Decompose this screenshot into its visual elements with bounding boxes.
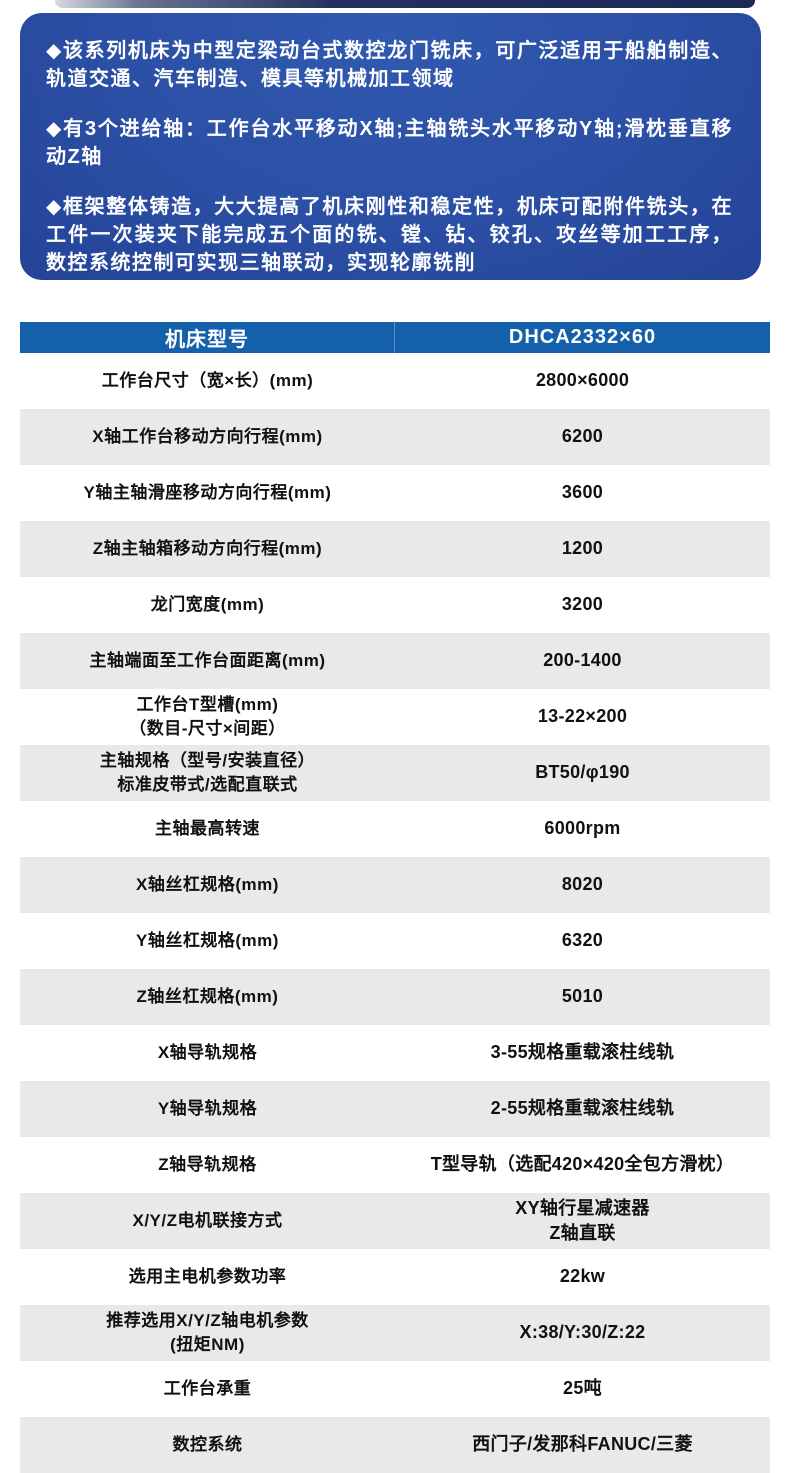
spec-value: 8020 [561, 874, 604, 895]
header-param-label: 机床型号 [20, 322, 395, 353]
spec-row-t-slot: 工作台T型槽(mm) （数目-尺寸×间距） 13-22×200 [20, 689, 770, 745]
spec-value: 25吨 [563, 1378, 602, 1399]
spec-row-spindle-spec: 主轴规格（型号/安装直径） 标准皮带式/选配直联式 BT50/φ190 [20, 745, 770, 801]
spec-value: 22kw [559, 1266, 606, 1287]
spec-row-spindle-distance: 主轴端面至工作台面距离(mm) 200-1400 [20, 633, 770, 689]
spec-value: XY轴行星减速器 Z轴直联 [515, 1197, 650, 1243]
intro-panel: ◆该系列机床为中型定梁动台式数控龙门铣床，可广泛适用于船舶制造、轨道交通、汽车制… [20, 13, 761, 280]
spec-row-y-travel: Y轴主轴滑座移动方向行程(mm) 3600 [20, 465, 770, 521]
spec-row-cnc-system: 数控系统 西门子/发那科FANUC/三菱 [20, 1417, 770, 1473]
spec-value: 13-22×200 [537, 706, 628, 727]
spec-row-x-rail: X轴导轨规格 3-55规格重载滚柱线轨 [20, 1025, 770, 1081]
spec-table-header: 机床型号 DHCA2332×60 [20, 322, 770, 353]
spec-label: 工作台T型槽(mm) （数目-尺寸×间距） [129, 695, 286, 738]
spec-value: 2-55规格重载滚柱线轨 [490, 1098, 675, 1119]
spec-label: 工作台尺寸（宽×长）(mm) [101, 371, 314, 391]
spec-row-x-travel: X轴工作台移动方向行程(mm) 6200 [20, 409, 770, 465]
spec-label: 主轴端面至工作台面距离(mm) [89, 651, 326, 671]
spec-row-table-load: 工作台承重 25吨 [20, 1361, 770, 1417]
spec-label: Z轴主轴箱移动方向行程(mm) [92, 539, 323, 559]
spec-label: 主轴最高转速 [155, 819, 260, 839]
spec-row-y-rail: Y轴导轨规格 2-55规格重载滚柱线轨 [20, 1081, 770, 1137]
spec-label: X轴导轨规格 [157, 1043, 258, 1063]
spec-row-y-screw: Y轴丝杠规格(mm) 6320 [20, 913, 770, 969]
spec-rows: 工作台尺寸（宽×长）(mm) 2800×6000 X轴工作台移动方向行程(mm)… [20, 353, 770, 1473]
intro-paragraph-1: ◆该系列机床为中型定梁动台式数控龙门铣床，可广泛适用于船舶制造、轨道交通、汽车制… [46, 40, 733, 90]
spec-value: 3-55规格重载滚柱线轨 [490, 1042, 675, 1063]
header-model-number: DHCA2332×60 [508, 326, 657, 348]
spec-label: X/Y/Z电机联接方式 [132, 1211, 283, 1231]
spec-value: BT50/φ190 [535, 762, 630, 783]
spec-value: 6200 [561, 426, 604, 447]
spec-row-z-travel: Z轴主轴箱移动方向行程(mm) 1200 [20, 521, 770, 577]
spec-row-axis-motor-torque: 推荐选用X/Y/Z轴电机参数 (扭矩NM) X:38/Y:30/Z:22 [20, 1305, 770, 1361]
spec-label: 龙门宽度(mm) [150, 595, 265, 615]
spec-label: 推荐选用X/Y/Z轴电机参数 (扭矩NM) [106, 1311, 309, 1354]
spec-row-x-screw: X轴丝杠规格(mm) 8020 [20, 857, 770, 913]
spec-value: 2800×6000 [535, 370, 630, 391]
spec-label: 工作台承重 [163, 1379, 252, 1399]
spec-label: Y轴主轴滑座移动方向行程(mm) [83, 483, 332, 503]
intro-paragraph-2: ◆有3个进给轴：工作台水平移动X轴;主轴铣头水平移动Y轴;滑枕垂直移动Z轴 [46, 118, 733, 168]
spec-value: 6000rpm [544, 818, 621, 839]
spec-label: 主轴规格（型号/安装直径） 标准皮带式/选配直联式 [99, 751, 316, 794]
spec-value: 5010 [561, 986, 604, 1007]
spec-row-table-size: 工作台尺寸（宽×长）(mm) 2800×6000 [20, 353, 770, 409]
spec-label: X轴丝杠规格(mm) [136, 875, 279, 895]
spec-label: 数控系统 [172, 1435, 243, 1455]
spec-row-motor-coupling: X/Y/Z电机联接方式 XY轴行星减速器 Z轴直联 [20, 1193, 770, 1249]
spec-value: X:38/Y:30/Z:22 [519, 1322, 646, 1343]
spec-table: 机床型号 DHCA2332×60 工作台尺寸（宽×长）(mm) 2800×600… [20, 322, 770, 1473]
spec-value: T型导轨（选配420×420全包方滑枕） [430, 1154, 735, 1175]
spec-row-z-screw: Z轴丝杠规格(mm) 5010 [20, 969, 770, 1025]
spec-value: 6320 [561, 930, 604, 951]
spec-value: 200-1400 [543, 650, 622, 671]
spec-label: X轴工作台移动方向行程(mm) [92, 427, 323, 447]
spec-label: Z轴丝杠规格(mm) [136, 987, 279, 1007]
spec-label: Y轴导轨规格 [157, 1099, 258, 1119]
spec-row-z-rail: Z轴导轨规格 T型导轨（选配420×420全包方滑枕） [20, 1137, 770, 1193]
spec-value: 3600 [561, 482, 604, 503]
spec-row-max-rpm: 主轴最高转速 6000rpm [20, 801, 770, 857]
spec-value: 西门子/发那科FANUC/三菱 [472, 1434, 693, 1455]
spec-value: 3200 [561, 594, 604, 615]
spec-label: Y轴丝杠规格(mm) [136, 931, 279, 951]
spec-row-gantry-width: 龙门宽度(mm) 3200 [20, 577, 770, 633]
spec-label: Z轴导轨规格 [158, 1155, 257, 1175]
top-cropped-bar [55, 0, 755, 8]
spec-row-main-motor-power: 选用主电机参数功率 22kw [20, 1249, 770, 1305]
intro-paragraph-3: ◆框架整体铸造，大大提高了机床刚性和稳定性，机床可配附件铣头，在工件一次装夹下能… [46, 196, 733, 274]
spec-value: 1200 [561, 538, 604, 559]
spec-label: 选用主电机参数功率 [128, 1267, 287, 1287]
